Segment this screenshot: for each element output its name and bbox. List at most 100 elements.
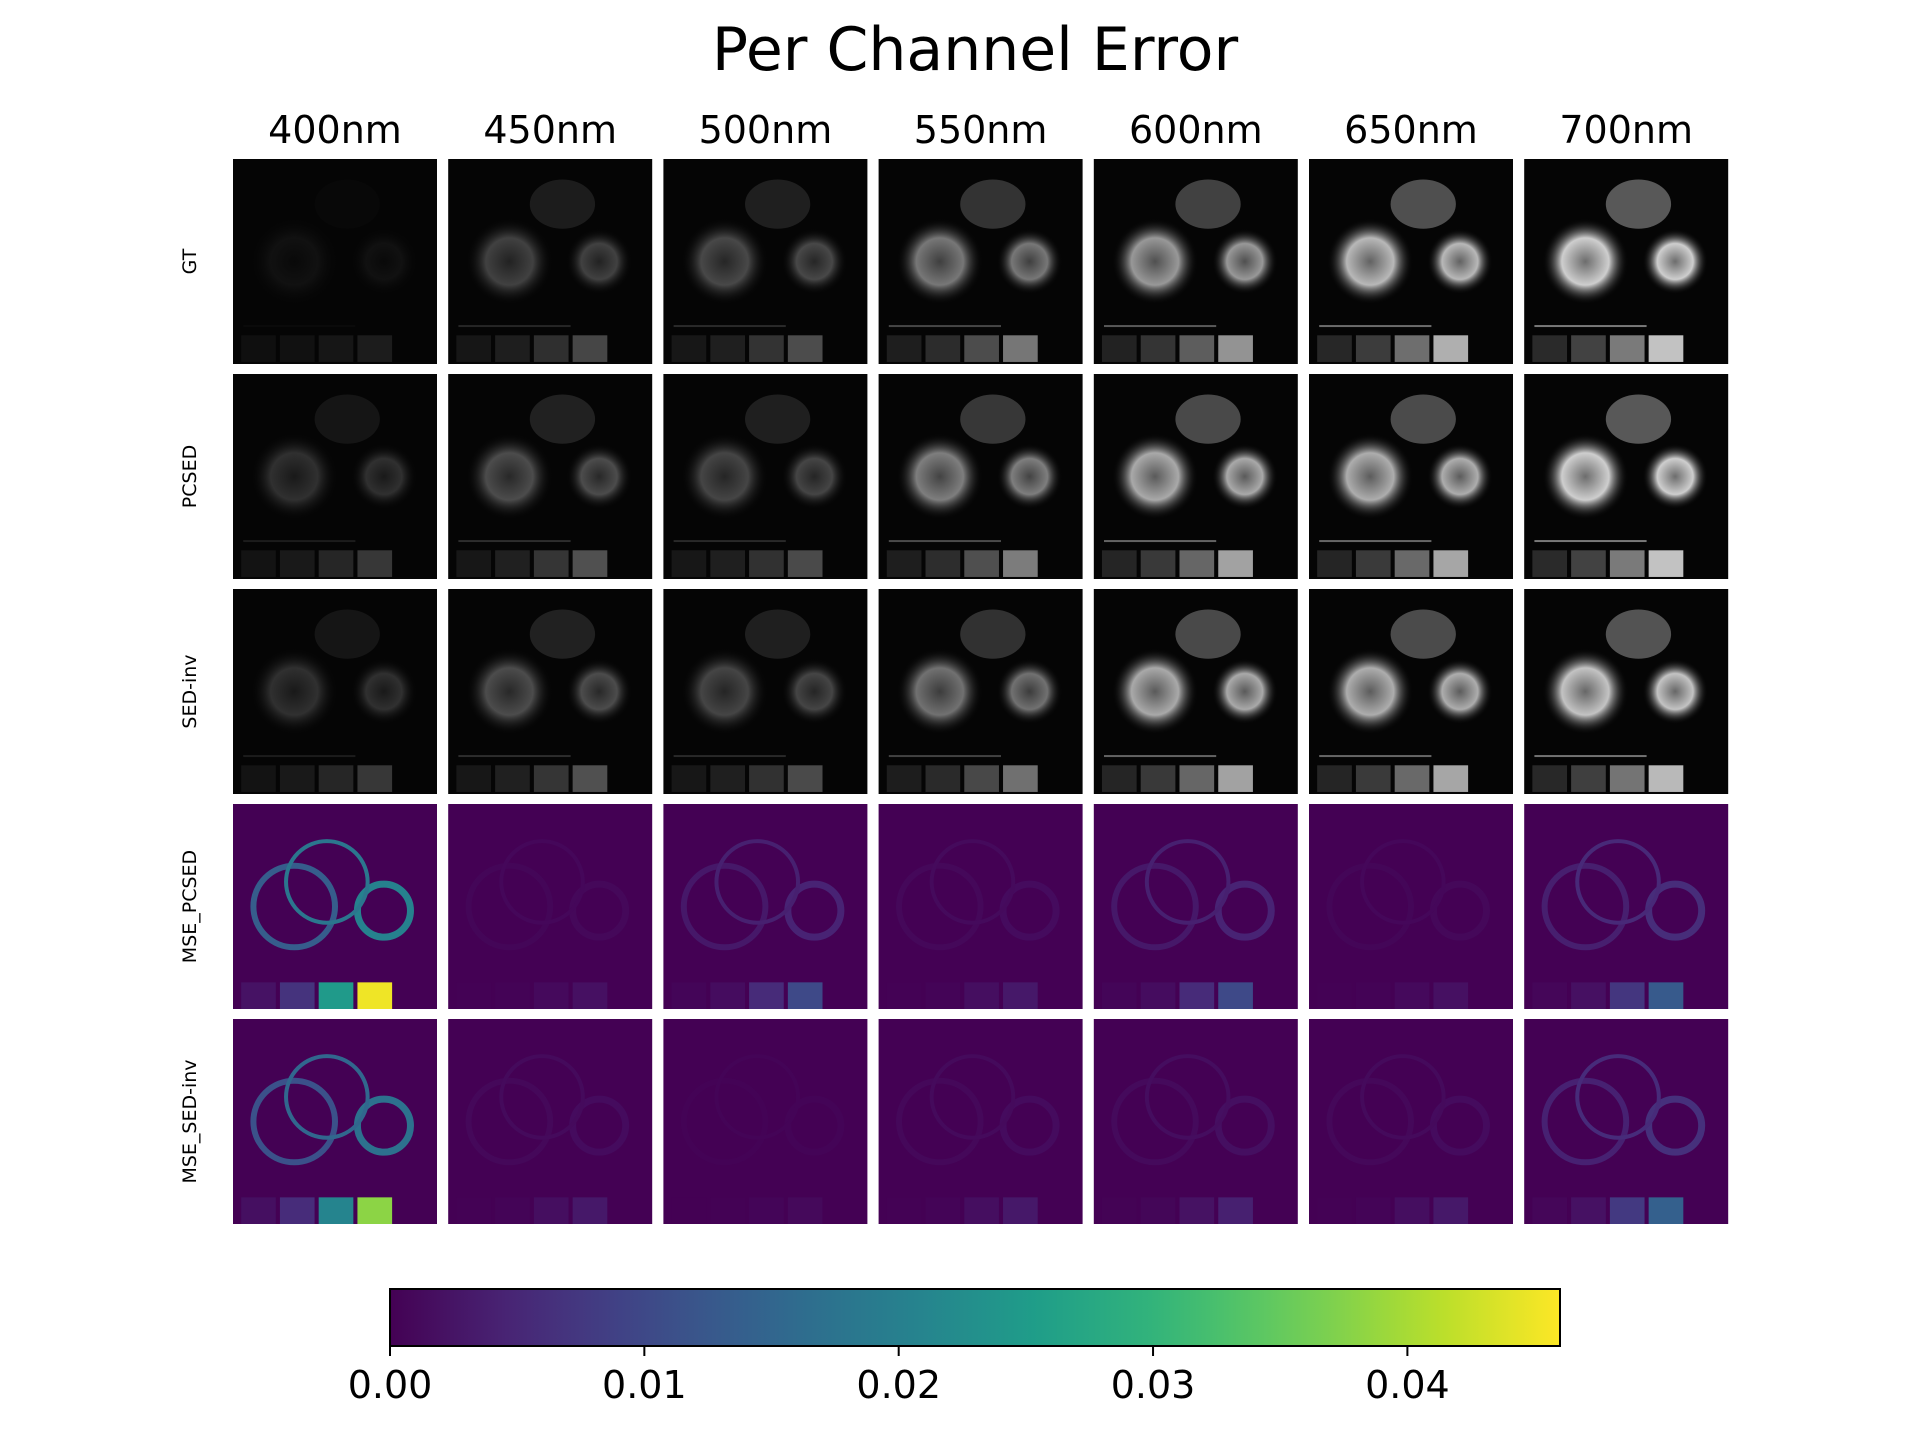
calibration-patch [749,550,784,577]
flower-right [1212,228,1278,295]
calibration-patch-error [925,982,961,1009]
calibration-patch-error [456,982,492,1009]
calibration-patch [279,335,315,362]
image-panel [1309,1019,1513,1224]
calibration-patch [1317,335,1352,362]
calibration-patch-error [886,982,922,1009]
image-panel [878,1019,1083,1224]
calibration-patch [1532,550,1568,577]
column-label: 700nm [1559,108,1693,152]
image-panel [663,1019,868,1224]
ruler-line [1319,540,1432,543]
flower-left [1542,218,1629,305]
column-label: 400nm [268,108,402,152]
flower-top [529,609,596,659]
calibration-patch-error [1179,1197,1215,1224]
calibration-patch-error [1433,982,1469,1009]
calibration-patch [1140,335,1176,362]
calibration-patch-error [1355,1197,1391,1224]
ruler-line [458,755,571,758]
calibration-patch [1532,765,1568,792]
calibration-patch-error [1394,982,1430,1009]
calibration-patch [533,550,569,577]
error-ring-left [250,1077,338,1166]
calibration-patch [925,335,961,362]
error-ring-top [284,1054,370,1140]
error-ring-left [1111,1077,1199,1166]
flower-left [251,433,338,520]
image-panel [1093,1019,1298,1224]
colorbar-tick-label: 0.01 [602,1363,687,1407]
error-ring-top [714,1054,801,1140]
flower-left [1327,218,1414,305]
flower-right [781,658,847,725]
calibration-patch [1140,765,1176,792]
flower-top [1605,179,1672,229]
flower-left [896,648,983,735]
calibration-patch [1179,335,1215,362]
flower-left [1327,648,1414,735]
calibration-patch-error [749,1197,784,1224]
calibration-patch [964,765,999,792]
calibration-patch [1355,335,1391,362]
calibration-patch [671,550,707,577]
calibration-patch [1571,335,1606,362]
flower-top [529,394,596,444]
calibration-patch [1179,765,1215,792]
image-grid [233,159,1729,1224]
image-panel [878,589,1083,794]
error-ring-left [680,862,769,951]
error-ring-top [499,1054,585,1140]
calibration-patch [572,335,608,362]
image-panel [878,804,1083,1009]
calibration-patch-error [787,982,823,1009]
image-panel [448,374,653,579]
flower-top [1605,609,1672,659]
image-panel [1524,374,1729,579]
calibration-patch-error [1003,1197,1038,1224]
calibration-patch [241,335,276,362]
calibration-patch-error [749,982,784,1009]
calibration-patch-error [710,982,745,1009]
flower-left [896,433,983,520]
colorbar-tick-label: 0.03 [1111,1363,1196,1407]
error-ring-left [680,1077,769,1166]
calibration-patch [1179,550,1215,577]
flower-right [1642,658,1708,725]
calibration-patch [1433,765,1469,792]
flower-left [466,433,553,520]
calibration-patch-error [1609,1197,1645,1224]
calibration-patch-error [1394,1197,1430,1224]
error-ring-top [929,1054,1016,1140]
calibration-patch [886,550,922,577]
column-label: 500nm [699,108,833,152]
calibration-patch [710,550,745,577]
flower-left [1542,648,1629,735]
image-panel [1524,1019,1729,1224]
calibration-patch-error [456,1197,492,1224]
flower-right [351,443,417,510]
calibration-patch [1003,335,1038,362]
calibration-patch [1101,550,1137,577]
calibration-patch [1218,765,1253,792]
calibration-patch [1433,335,1469,362]
calibration-patch [1355,765,1391,792]
error-ring-top [714,839,801,925]
calibration-patch [1218,335,1253,362]
ruler-line [888,540,1001,543]
error-ring-top [1144,839,1231,925]
calibration-patch [1571,550,1606,577]
flower-right [1212,658,1278,725]
calibration-patch [925,765,961,792]
calibration-patch-error [1648,982,1684,1009]
flower-right [1427,443,1493,510]
row-label: MSE_PCSED [179,850,201,963]
calibration-patch [495,335,530,362]
image-panel [1524,804,1729,1009]
flower-right [1642,443,1708,510]
image-panel [448,804,653,1009]
flower-top [960,179,1026,229]
calibration-patch-error [1003,982,1038,1009]
calibration-patch [1648,550,1684,577]
